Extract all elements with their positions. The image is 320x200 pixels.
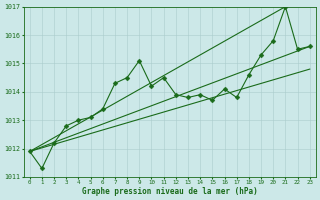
X-axis label: Graphe pression niveau de la mer (hPa): Graphe pression niveau de la mer (hPa)	[82, 187, 258, 196]
